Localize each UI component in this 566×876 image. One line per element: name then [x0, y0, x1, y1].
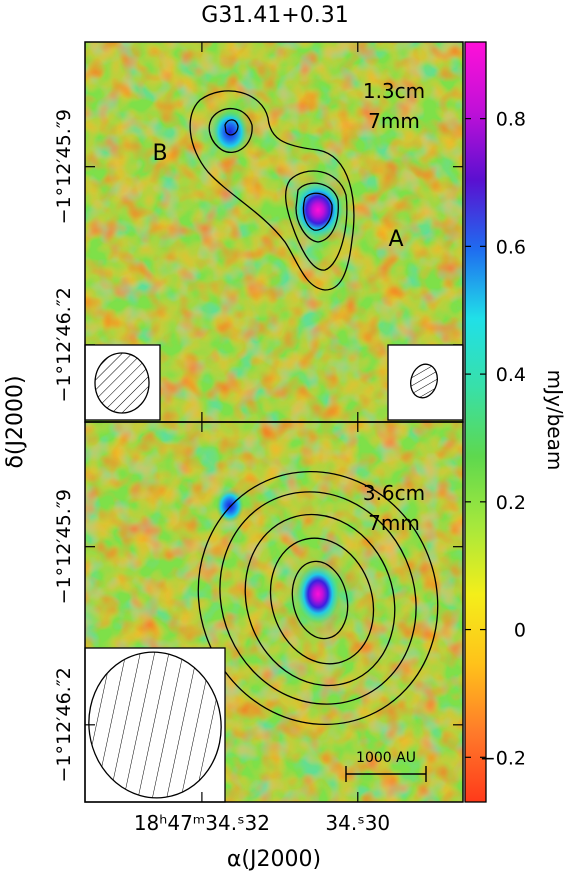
colorbar: 0.8 0.6 0.4 0.2 0 −0.2 mJy/beam: [464, 41, 566, 803]
colorbar-tick-label: 0.4: [496, 364, 526, 386]
y-axis-ticks: −1°12′45.″9 −1°12′46.″2 −1°12′45.″9 −1°12′4…: [53, 109, 463, 783]
colorbar-tick-label: 0: [514, 620, 526, 642]
scale-bar: 1000 AU: [345, 750, 427, 782]
x-axis-ticks: 18ʰ47ᵐ34.ˢ32 34.ˢ30: [134, 42, 390, 835]
colorbar-tick-label: −0.2: [480, 747, 526, 769]
top-panel-label-2: 7mm: [368, 109, 420, 133]
bottom-beam: [84, 647, 226, 803]
y-tick-label: −1°12′46.″2: [53, 287, 75, 402]
colorbar-tick-label: 0.2: [496, 492, 526, 514]
source-b-emission: [212, 110, 248, 154]
scale-bar-label: 1000 AU: [356, 750, 416, 766]
x-axis-label: α(J2000): [227, 847, 321, 872]
y-axis-label: δ(J2000): [3, 375, 28, 468]
y-tick-label: −1°12′45.″9: [53, 109, 75, 224]
source-b-label: B: [152, 141, 167, 166]
top-panel-label-1: 1.3cm: [363, 79, 425, 103]
x-tick-label: 18ʰ47ᵐ34.ˢ32: [134, 811, 270, 835]
colorbar-scale: [464, 41, 487, 803]
colorbar-label: mJy/beam: [543, 370, 566, 471]
y-tick-label: −1°12′45.″9: [53, 489, 75, 604]
bottom-panel-contours: [197, 470, 439, 726]
colorbar-tick-label: 0.8: [496, 109, 526, 131]
top-panel-contours: [189, 90, 355, 291]
top-beam-right: [387, 344, 464, 421]
bottom-panel-label-2: 7mm: [368, 511, 420, 535]
source-a-emission: [292, 180, 344, 240]
figure-title: G31.41+0.31: [201, 3, 348, 28]
colorbar-tick-label: 0.6: [496, 236, 526, 258]
x-tick-label: 34.ˢ30: [325, 811, 390, 835]
top-beam-left: [84, 344, 161, 421]
bottom-panel-label-1: 3.6cm: [363, 481, 425, 505]
colorbar-ticks: 0.8 0.6 0.4 0.2 0 −0.2: [465, 109, 526, 769]
y-tick-label: −1°12′46.″2: [53, 667, 75, 782]
source-a-label: A: [388, 227, 403, 252]
bottom-panel-frame: [84, 421, 464, 803]
bottom-source-a-emission: [296, 564, 340, 624]
